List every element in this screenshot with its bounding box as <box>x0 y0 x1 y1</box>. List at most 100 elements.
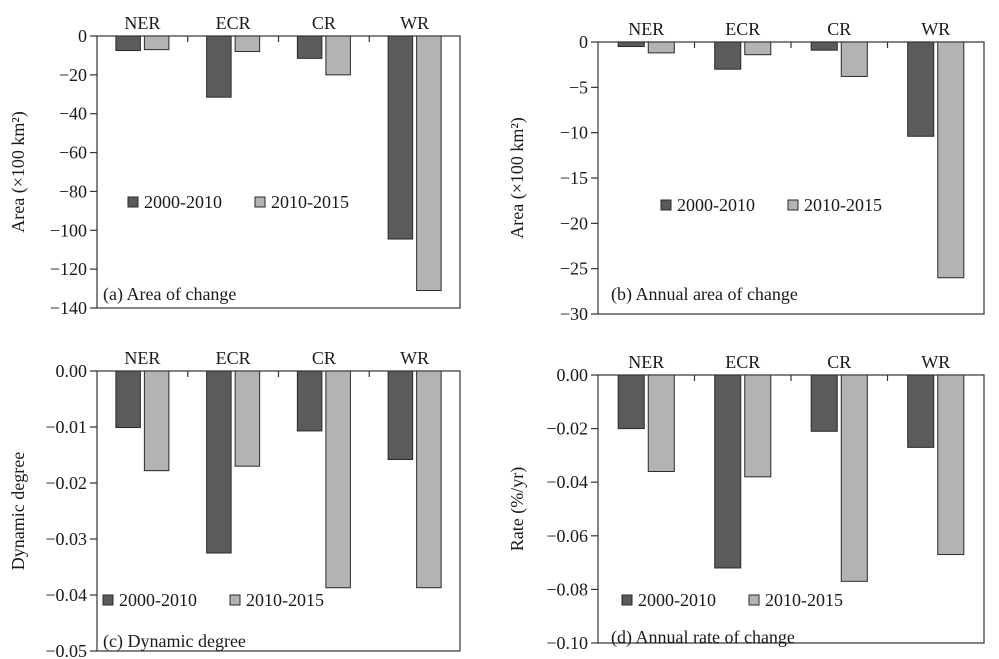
legend-swatch <box>127 196 139 208</box>
y-tick-label: −15 <box>560 168 588 188</box>
bar <box>714 41 742 70</box>
category-label: ECR <box>216 13 251 33</box>
chart-panel-4: 0.00 −0.02 −0.04 −0.06 −0.08 −0.10 NER ECR CR WR R… <box>507 352 985 653</box>
bar <box>325 370 351 589</box>
bar <box>416 370 442 589</box>
bar <box>810 41 838 51</box>
legend-label: 2000-2010 <box>638 590 716 610</box>
category-label: CR <box>312 348 336 368</box>
y-tick-label: −140 <box>50 298 87 318</box>
legend-label: 2010-2015 <box>246 590 324 610</box>
category-label: CR <box>312 13 336 33</box>
y-tick-label: −0.02 <box>546 419 588 439</box>
y-tick-label: −25 <box>560 259 588 279</box>
bar <box>617 41 645 48</box>
bar <box>907 41 935 137</box>
bar <box>115 35 141 52</box>
category-label: WR <box>400 13 429 33</box>
category-label: WR <box>921 19 950 39</box>
category-label: NER <box>124 348 160 368</box>
y-axis-title: Dynamic degree <box>8 452 28 570</box>
bar <box>206 370 232 554</box>
y-tick-label: −0.02 <box>45 473 87 493</box>
legend-label: 2000-2010 <box>119 590 197 610</box>
bar <box>325 35 351 76</box>
panel-caption: (a) Area of change <box>103 284 236 305</box>
legend-swatch <box>748 594 760 606</box>
y-tick-label: −0.10 <box>546 633 588 653</box>
chart-panel-1: 0 −20 −40 −60 −80 −100 −120 −140 NER ECR CR WR Area … <box>8 13 461 318</box>
legend-swatch <box>621 594 633 606</box>
y-tick-label: −30 <box>560 304 588 324</box>
bar <box>714 374 742 569</box>
y-tick-label: −5 <box>569 77 588 97</box>
y-tick-label: −80 <box>59 181 87 201</box>
bar <box>143 35 170 51</box>
panel-caption: (b) Annual area of change <box>611 284 798 305</box>
y-tick-label: 0.00 <box>557 365 589 385</box>
bar <box>810 374 838 432</box>
category-label: WR <box>400 348 429 368</box>
bar <box>387 35 414 240</box>
y-tick-label: −0.05 <box>45 641 87 659</box>
legend-label: 2000-2010 <box>144 192 222 212</box>
y-tick-label: −100 <box>50 220 87 240</box>
bar <box>744 374 772 478</box>
y-tick-label: −40 <box>59 104 87 124</box>
bar <box>647 374 675 472</box>
y-tick-label: −10 <box>560 123 588 143</box>
legend-label: 2010-2015 <box>271 192 349 212</box>
y-tick-label: 0.00 <box>56 361 88 381</box>
y-tick-label: −20 <box>59 65 87 85</box>
y-tick-label: −0.04 <box>45 585 87 605</box>
category-label: ECR <box>725 19 760 39</box>
legend-swatch <box>102 594 114 606</box>
category-label: ECR <box>725 352 760 372</box>
legend-swatch <box>229 594 241 606</box>
chart-panel-2: 0 −5 −10 −15 −20 −25 −30 NER ECR CR WR Area (×100 k… <box>507 19 985 324</box>
y-tick-label: 0 <box>579 32 588 52</box>
panel-caption: (d) Annual rate of change <box>611 627 795 648</box>
bar <box>840 41 868 77</box>
bar <box>206 35 232 98</box>
category-label: ECR <box>216 348 251 368</box>
bar <box>115 370 141 429</box>
chart-panel-3: 0.00 −0.01 −0.02 −0.03 −0.04 −0.05 NER ECR CR WR D… <box>8 348 461 659</box>
bar <box>143 370 170 472</box>
category-label: NER <box>628 19 664 39</box>
bar <box>937 374 965 556</box>
legend-swatch <box>787 199 799 211</box>
bar <box>907 374 935 448</box>
bar <box>647 41 675 54</box>
y-tick-label: −0.04 <box>546 472 588 492</box>
legend-label: 2000-2010 <box>677 195 755 215</box>
bar <box>416 35 442 292</box>
category-label: CR <box>827 352 851 372</box>
legend-swatch <box>660 199 672 211</box>
bar <box>387 370 414 460</box>
legend-swatch <box>254 196 266 208</box>
bar <box>234 35 261 53</box>
y-tick-label: −0.06 <box>546 526 588 546</box>
y-axis-title: Area (×100 km²) <box>8 111 29 233</box>
bar <box>840 374 868 582</box>
category-label: WR <box>921 352 950 372</box>
panel-caption: (c) Dynamic degree <box>103 631 246 652</box>
bar <box>234 370 261 467</box>
y-tick-label: 0 <box>78 26 87 46</box>
bar <box>296 35 323 59</box>
category-label: NER <box>628 352 664 372</box>
y-tick-label: −20 <box>560 213 588 233</box>
bar <box>744 41 772 56</box>
category-label: NER <box>124 13 160 33</box>
bar <box>617 374 645 430</box>
legend-label: 2010-2015 <box>804 195 882 215</box>
y-axis-title: Rate (%/yr) <box>507 467 528 551</box>
bar <box>296 370 323 432</box>
y-tick-label: −120 <box>50 259 87 279</box>
y-axis-title: Area (×100 km²) <box>507 117 528 239</box>
y-tick-label: −0.03 <box>45 529 87 549</box>
bar <box>937 41 965 279</box>
y-tick-label: −0.01 <box>45 417 87 437</box>
